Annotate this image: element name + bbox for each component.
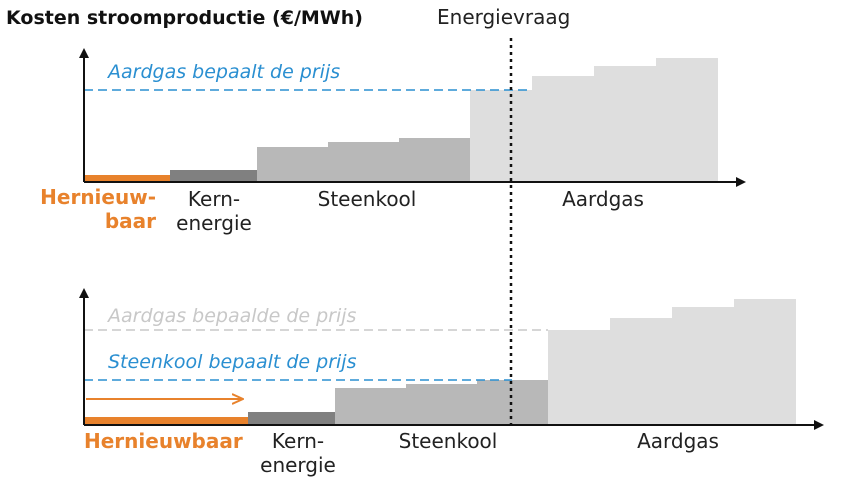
top-label-renewable-1: Hernieuw-: [40, 185, 156, 209]
bottom-label-renewable: Hernieuwbaar: [84, 429, 243, 453]
bottom-label-gas: Aardgas: [637, 429, 719, 453]
top-renewable-block: [84, 175, 170, 182]
bottom-label-nuclear-2: energie: [260, 453, 336, 477]
top-price-label: Aardgas bepaalt de prijs: [106, 61, 340, 83]
top-gas-block-2: [532, 76, 594, 182]
top-coal-block-2: [328, 142, 399, 182]
bottom-gas-block-2: [610, 318, 672, 425]
top-label-nuclear-2: energie: [176, 211, 252, 235]
bottom-price-label: Steenkool bepaalt de prijs: [108, 351, 357, 373]
top-label-nuclear-1: Kern-: [188, 187, 240, 211]
top-gas-block-4: [656, 58, 718, 182]
top-gas-block-1: [470, 90, 532, 182]
bottom-renewable-block: [84, 417, 248, 425]
bottom-gas-block-1: [548, 330, 610, 425]
top-coal-block-1: [257, 147, 328, 182]
bottom-label-nuclear-1: Kern-: [272, 429, 324, 453]
top-label-renewable-2: baar: [105, 209, 156, 233]
top-label-gas: Aardgas: [562, 187, 644, 211]
top-label-coal: Steenkool: [318, 187, 417, 211]
bottom-panel: Aardgas bepaalde de prijs Steenkool bepa…: [79, 288, 824, 477]
demand-label: Energievraag: [437, 5, 570, 29]
chart-title: Kosten stroomproductie (€/MWh): [6, 7, 363, 29]
bottom-coal-block-3: [477, 380, 548, 425]
bottom-gas-block-3: [672, 307, 734, 425]
bottom-nuclear-block: [248, 412, 335, 425]
bottom-coal-block-2: [406, 384, 477, 425]
top-gas-block-3: [594, 66, 656, 182]
bottom-gas-block-4: [734, 299, 796, 425]
top-coal-block-3: [399, 138, 470, 182]
bottom-label-coal: Steenkool: [399, 429, 498, 453]
bottom-coal-block-1: [335, 388, 406, 425]
top-panel: Aardgas bepaalt de prijs Hernieuw- baar …: [40, 48, 746, 235]
bottom-old-price-label: Aardgas bepaalde de prijs: [106, 305, 357, 327]
top-nuclear-block: [170, 170, 257, 182]
